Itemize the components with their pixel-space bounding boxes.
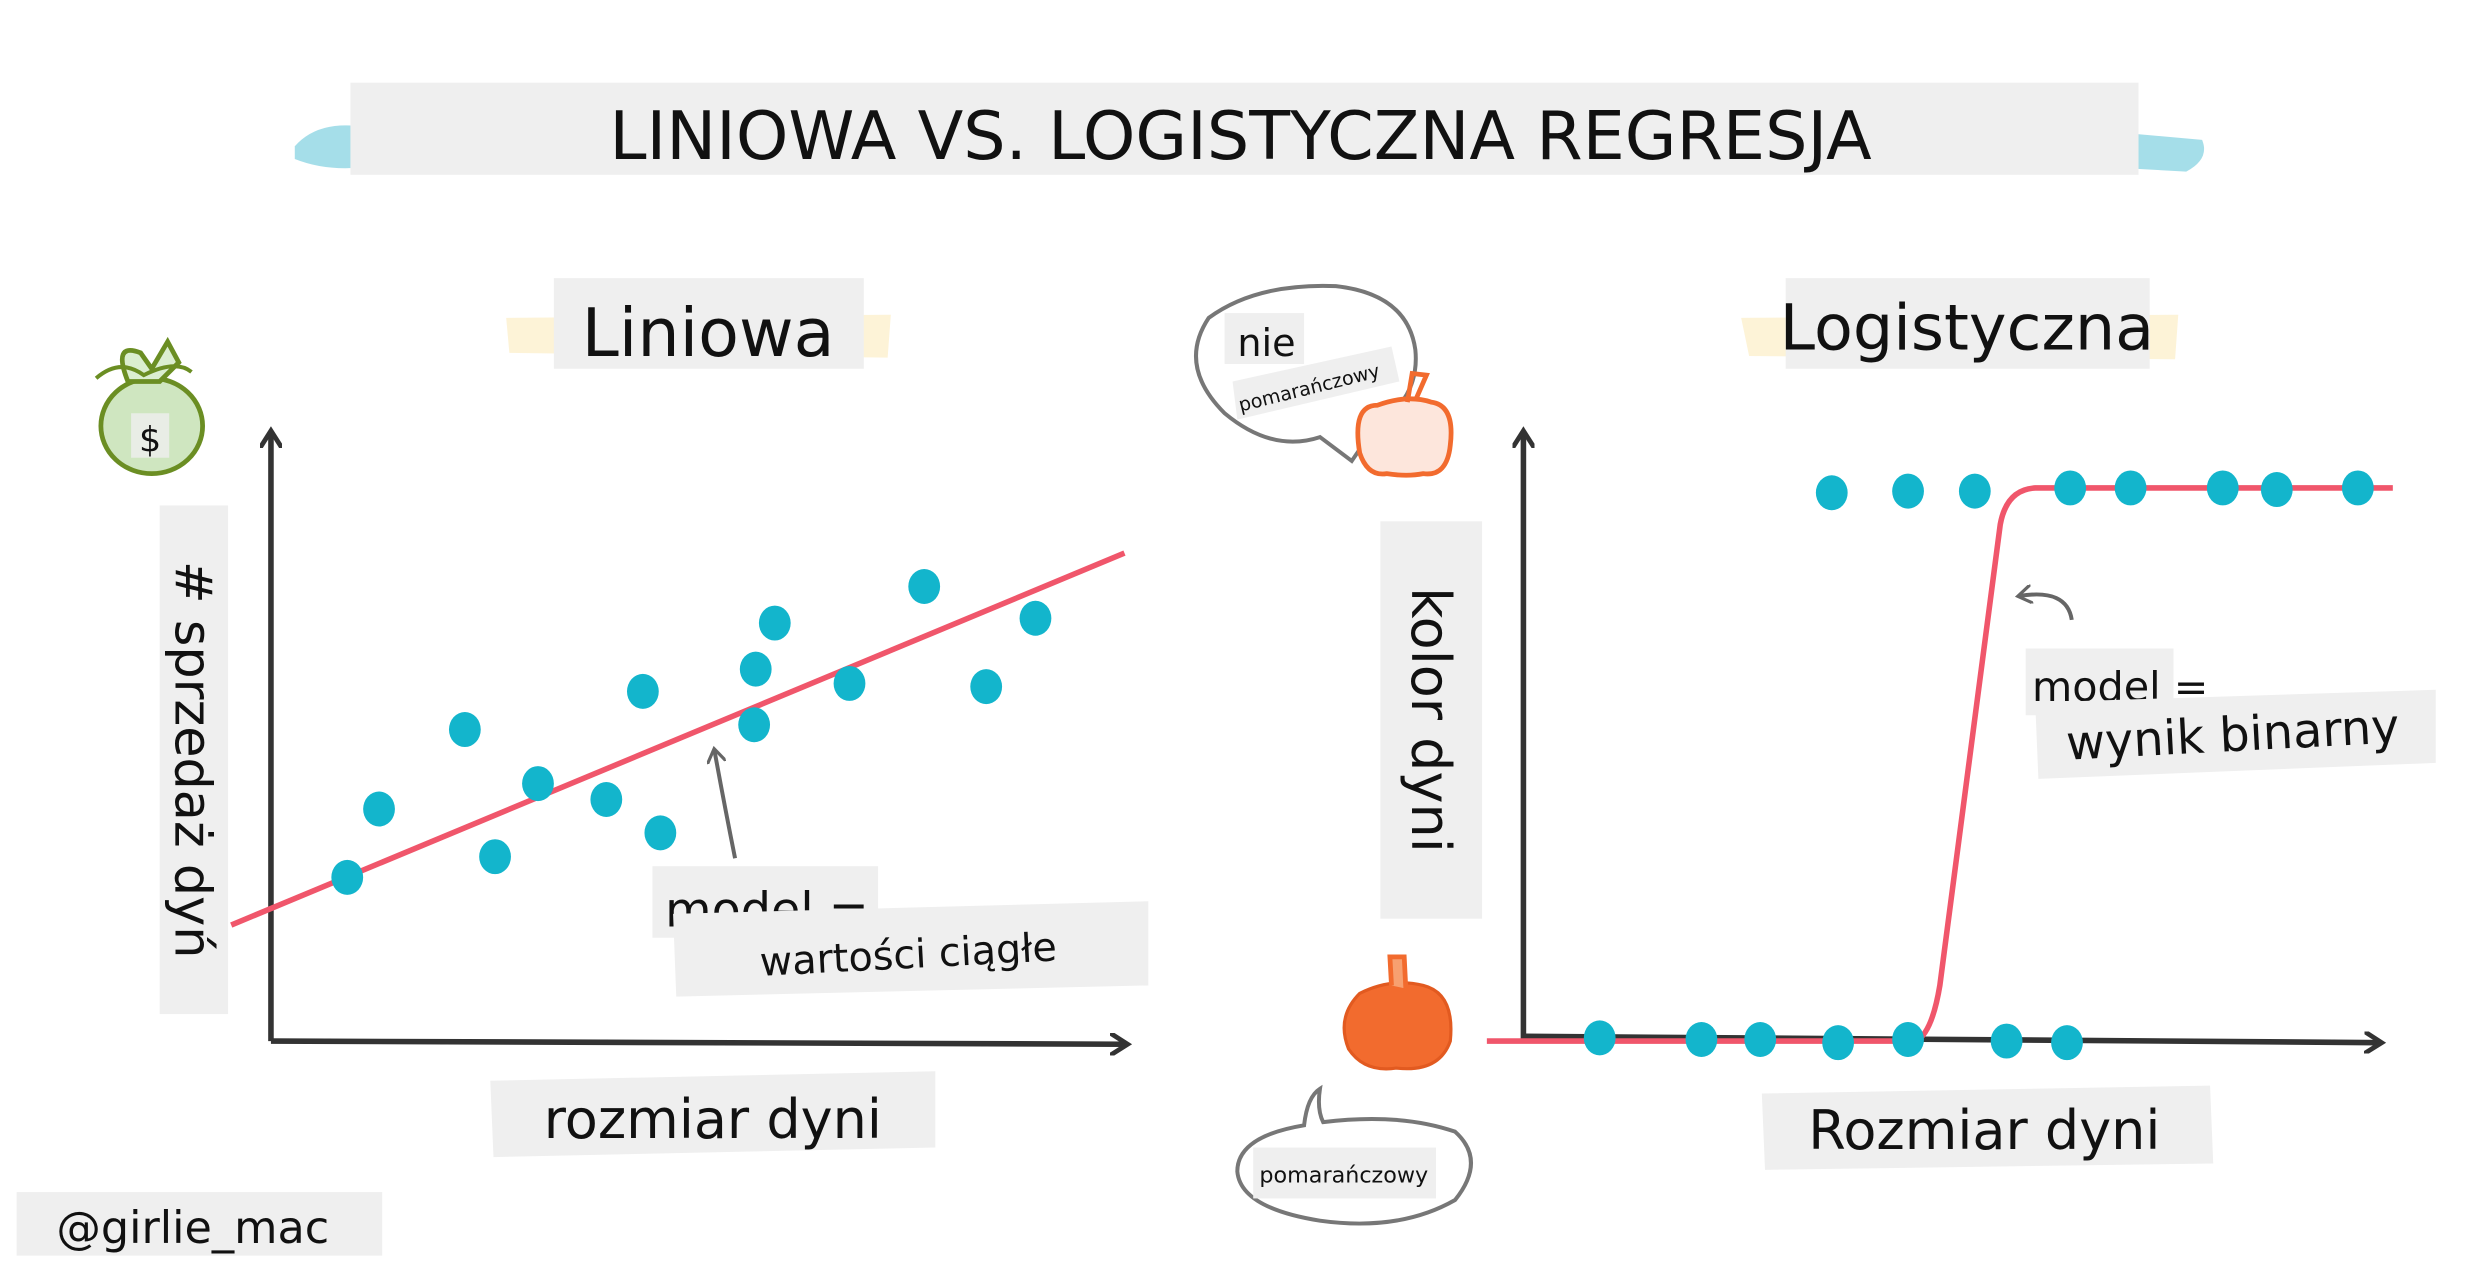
linear-x-label: rozmiar dyni: [544, 1088, 882, 1151]
data-point: [2206, 470, 2239, 506]
data-point: [479, 839, 511, 875]
bubble-text-orange: pomarańczowy: [1259, 1163, 1428, 1189]
data-point: [1583, 1020, 1616, 1056]
data-point: [2341, 470, 2374, 506]
brush-stroke-decoration: [2130, 133, 2205, 172]
data-point: [738, 707, 771, 743]
pumpkin-outline-icon: [1355, 370, 1454, 478]
page-title: LINIOWA VS. LOGISTYCZNA REGRESJA: [609, 97, 1872, 175]
data-point: [1019, 600, 1052, 636]
logistic-x-axis: [1523, 1036, 2380, 1042]
bubble-text-nie: nie: [1237, 321, 1295, 365]
annotation-arrow: [2019, 594, 2074, 621]
data-point: [448, 712, 481, 748]
brush-stroke-decoration: [294, 125, 367, 169]
pumpkin-filled-icon: [1342, 954, 1453, 1071]
speech-bubble-orange: pomarańczowy: [1235, 1084, 1473, 1226]
data-point: [2260, 472, 2293, 508]
logistic-heading: Logistyczna: [1780, 291, 2154, 365]
logistic-panel: Logistyczna nie pomarańczowy pomarańczow…: [1194, 278, 2436, 1226]
data-point: [1892, 1021, 1924, 1057]
data-point: [970, 669, 1003, 705]
logistic-y-label: kolor dyni: [1399, 587, 1462, 852]
data-point: [1990, 1023, 2023, 1059]
data-point: [1822, 1025, 1855, 1061]
data-point: [2054, 470, 2087, 506]
linear-panel: Liniowa $ # sprzedaż dyń model = wartośc…: [94, 278, 1149, 1158]
linear-x-axis: [270, 1041, 1126, 1044]
data-point: [1685, 1021, 1718, 1057]
credit: @girlie_mac: [16, 1192, 383, 1256]
logistic-x-label: Rozmiar dyni: [1808, 1099, 2160, 1162]
data-point: [1815, 475, 1848, 511]
data-point: [1892, 473, 1924, 509]
data-point: [2051, 1025, 2083, 1061]
annotation-arrow: [714, 750, 738, 859]
data-point: [758, 605, 791, 641]
data-point: [626, 673, 659, 709]
data-point: [590, 781, 623, 817]
data-point: [833, 665, 866, 701]
data-point: [522, 766, 554, 802]
data-point: [739, 651, 772, 687]
logistic-points: [1583, 470, 2374, 1061]
data-point: [2114, 470, 2147, 506]
data-point: [1744, 1021, 1777, 1057]
money-bag-icon: $: [94, 336, 205, 477]
data-point: [331, 859, 364, 895]
data-point: [1958, 473, 1991, 509]
linear-points: [331, 569, 1052, 895]
title-banner: LINIOWA VS. LOGISTYCZNA REGRESJA: [294, 82, 2205, 175]
linear-y-label: # sprzedaż dyń: [164, 561, 223, 958]
data-point: [363, 791, 395, 827]
dollar-sign: $: [139, 420, 161, 460]
linear-model-line: [230, 550, 1126, 928]
linear-heading: Liniowa: [582, 294, 835, 372]
data-point: [908, 569, 941, 604]
data-point: [644, 815, 677, 851]
credit-text: @girlie_mac: [56, 1203, 329, 1254]
